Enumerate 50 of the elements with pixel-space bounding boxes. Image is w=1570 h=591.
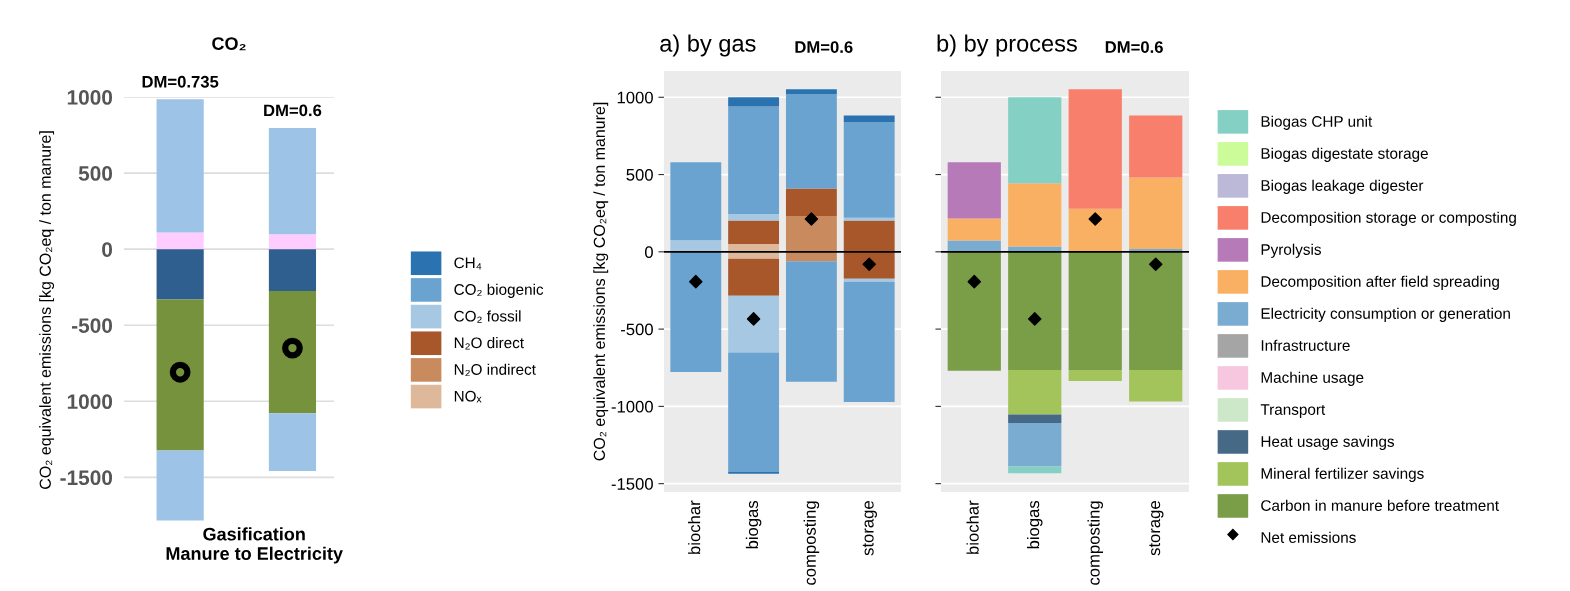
legend-label: Net emissions — [1261, 531, 1356, 543]
chart-title: b) by process — [937, 34, 1077, 57]
legend-label: N₂O direct — [454, 337, 524, 350]
y-tick-label: 500 — [78, 166, 113, 181]
x-axis-title: Gasification Manure to Electricity — [166, 527, 343, 564]
y-tick-label: -500 — [72, 318, 113, 333]
y-tick-label: -1500 — [60, 470, 113, 486]
x-tick-label: biochar — [966, 500, 979, 554]
chart-title: a) by gas — [660, 34, 756, 57]
x-tick-label: biogas — [1026, 500, 1043, 549]
y-tick-label: 500 — [626, 168, 653, 181]
legend-label: Decomposition storage or composting — [1261, 211, 1516, 226]
legend-label: Machine usage — [1261, 371, 1364, 386]
text: DM=0.735 — [142, 75, 219, 88]
y-tick-label: -1500 — [611, 478, 653, 490]
legend-label: Electricity consumption or generation — [1261, 307, 1510, 322]
legend-label: N₂O indirect — [454, 363, 536, 377]
legend-label: Biogas leakage digester — [1261, 179, 1424, 194]
legend-label: Biogas digestate storage — [1261, 147, 1428, 162]
x-tick-label: composting — [803, 501, 820, 585]
legend-label: Biogas CHP unit — [1261, 115, 1373, 130]
legend-label: CH₄ — [454, 257, 482, 270]
legend-label: Decomposition after field spreading — [1261, 275, 1499, 290]
x-tick-label: storage — [862, 501, 877, 556]
y-axis-title: CO₂ equivalent emissions [kg CO₂eq / ton manure] — [593, 102, 609, 461]
y-tick-label: 1000 — [617, 91, 653, 104]
legend-label: Carbon in manure before treatment — [1261, 499, 1499, 511]
legend-label: Transport — [1260, 404, 1326, 418]
y-tick-label: -500 — [620, 323, 653, 336]
legend-label: Mineral fertilizer savings — [1261, 467, 1424, 482]
legend-label: CO₂ fossil — [454, 310, 521, 323]
legend-label: CO₂ biogenic — [454, 283, 544, 298]
chart-subtitle: DM=0.6 — [1105, 41, 1163, 53]
y-tick-label: 1000 — [67, 90, 113, 105]
x-tick-label: biogas — [745, 500, 762, 549]
legend-label: Infrastructure — [1261, 339, 1350, 351]
y-tick-label: 0 — [102, 242, 113, 257]
legend-label: NOₓ — [454, 390, 482, 403]
legend-label: Heat usage savings — [1261, 435, 1395, 450]
y-tick-label: -1000 — [611, 400, 653, 413]
annotation: DM=0.6 — [264, 104, 322, 117]
x-tick-label: storage — [1149, 501, 1164, 556]
y-tick-label: 0 — [644, 246, 653, 259]
x-tick-label: biochar — [688, 500, 701, 554]
chart-subtitle: DM=0.6 — [795, 41, 853, 53]
chart-title: CO₂ — [212, 37, 246, 51]
y-tick-label: 1000 — [67, 394, 113, 410]
x-tick-label: composting — [1087, 501, 1104, 585]
legend-label: Pyrolysis — [1261, 243, 1321, 258]
y-axis-title: CO₂ equivalent emissions [kg CO₂eq / ton manure] — [39, 131, 55, 489]
